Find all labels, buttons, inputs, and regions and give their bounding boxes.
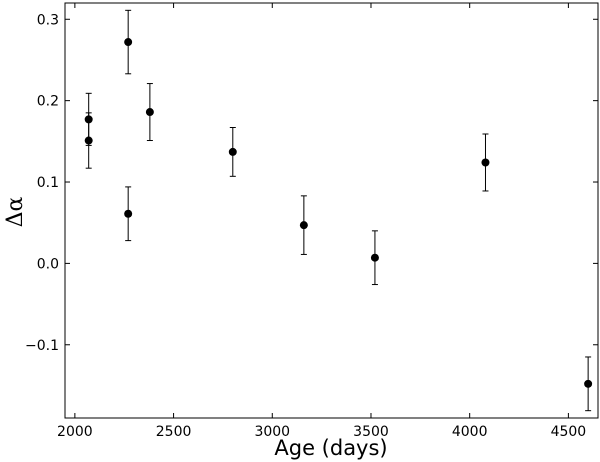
point-marker (124, 209, 133, 218)
point-marker (584, 379, 593, 388)
point-marker (370, 253, 379, 262)
data-point (84, 112, 93, 169)
point-marker (145, 108, 154, 117)
data-point (228, 127, 237, 177)
x-tick-label: 4500 (551, 424, 587, 440)
y-tick-label: 0.2 (37, 94, 59, 110)
data-point (370, 230, 379, 286)
y-tick-label: 0.3 (37, 12, 59, 28)
point-marker (124, 38, 133, 47)
data-point (481, 133, 490, 192)
axis-ticks: 2000 2500 3000 3500 4000 4500 −0.1 0.0 0.1 0.2 0.3 (25, 3, 598, 440)
y-tick-label: 0.0 (37, 256, 59, 272)
data-point (124, 186, 133, 242)
plot-area (64, 2, 599, 419)
x-tick-label: 3000 (254, 424, 290, 440)
x-axis-label: Age (days) (274, 436, 387, 460)
point-marker (299, 221, 308, 230)
y-axis-label: Δα (3, 196, 28, 227)
data-point (584, 356, 593, 412)
x-tick-label: 2000 (57, 424, 93, 440)
x-tick-label: 3500 (353, 424, 389, 440)
data-point (145, 83, 154, 142)
point-marker (228, 147, 237, 156)
y-tick-label: 0.1 (37, 175, 59, 191)
point-marker (481, 158, 490, 167)
x-tick-label: 2500 (156, 424, 192, 440)
x-tick-label: 4000 (452, 424, 488, 440)
data-point (124, 9, 133, 75)
data-point (299, 195, 308, 255)
y-tick-label: −0.1 (25, 338, 59, 354)
point-marker (84, 136, 93, 145)
data-points (84, 9, 593, 412)
